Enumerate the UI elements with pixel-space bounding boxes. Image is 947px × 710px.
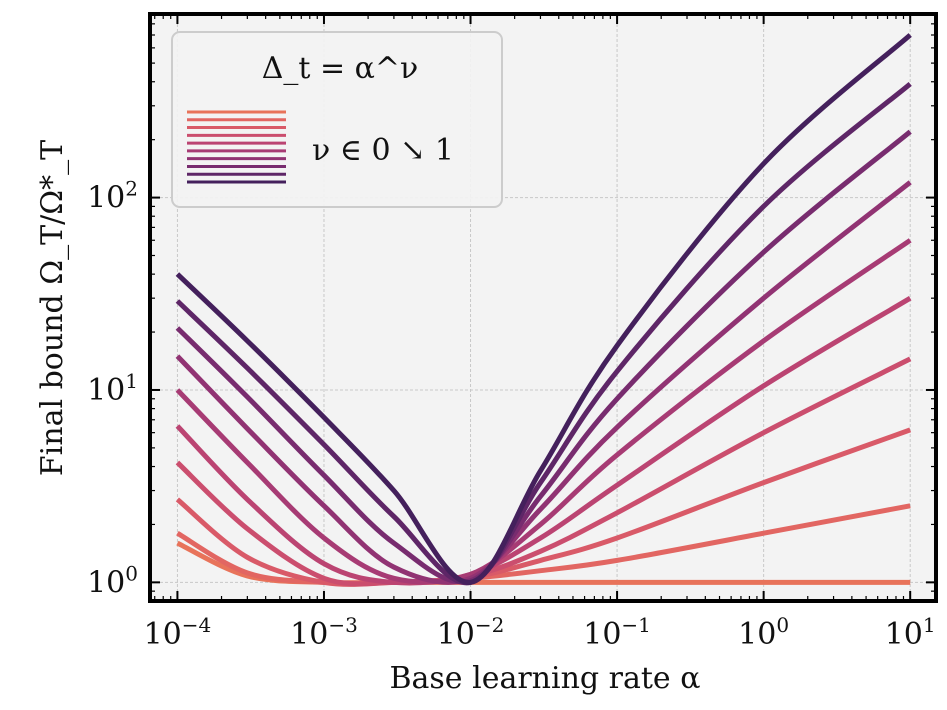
y-tick-labels: 100 101 102 xyxy=(87,177,138,601)
series-group xyxy=(175,33,912,587)
axis-ticks xyxy=(150,13,936,602)
legend-title: Δ_t = α^ν xyxy=(262,51,419,86)
plot-frame xyxy=(148,12,938,603)
x-tick-label: 10−2 xyxy=(437,613,505,652)
x-tick-label: 10−4 xyxy=(144,613,212,652)
y-axis-label: Final bound Ω_T/Ω*_T xyxy=(35,140,70,476)
x-tick-label: 10−3 xyxy=(290,613,358,652)
x-tick-labels: 10−4 10−3 10−2 10−1 100 101 xyxy=(144,613,936,652)
legend: Δ_t = α^ν ν ∈ 0 ↘ 1 xyxy=(171,31,503,208)
x-tick-label: 10−1 xyxy=(583,613,651,652)
x-tick-label: 100 xyxy=(738,613,789,652)
legend-color-swatches xyxy=(187,110,286,184)
y-tick-label: 100 xyxy=(87,561,138,600)
series-line xyxy=(176,503,911,586)
series-line xyxy=(175,33,912,585)
legend-box xyxy=(171,31,503,208)
y-tick-label: 102 xyxy=(87,177,138,216)
legend-label: ν ∈ 0 ↘ 1 xyxy=(312,133,454,168)
x-axis-label: Base learning rate α xyxy=(389,661,700,696)
x-tick-label: 101 xyxy=(885,613,936,652)
y-tick-label: 101 xyxy=(87,369,138,408)
